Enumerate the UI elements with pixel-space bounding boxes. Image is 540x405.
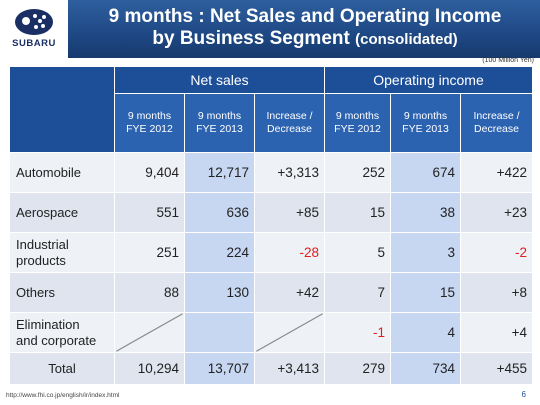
table-row: Others 88 130 +42 7 15 +8 bbox=[9, 272, 534, 313]
cell-ns-2013: 13,707 bbox=[184, 352, 255, 385]
row-label: Aerospace bbox=[9, 192, 115, 233]
table-row: Automobile 9,404 12,717 +3,313 252 674 +… bbox=[9, 152, 534, 193]
cell-oi-2013: 4 bbox=[390, 312, 462, 353]
row-label: Elimination and corporate bbox=[9, 312, 115, 353]
cell-ns-2013: 12,717 bbox=[184, 152, 255, 193]
row-label: Industrial products bbox=[9, 232, 115, 273]
row-label: Automobile bbox=[9, 152, 115, 193]
cell-oi-2012: 7 bbox=[324, 272, 392, 313]
cell-oi-change: +8 bbox=[460, 272, 534, 313]
table-row-total: Total 10,294 13,707 +3,413 279 734 +455 bbox=[9, 352, 534, 385]
page-number: 6 bbox=[521, 390, 526, 399]
corner-cell bbox=[9, 66, 115, 153]
cell-ns-2012: 10,294 bbox=[114, 352, 185, 385]
cell-oi-2012: 15 bbox=[324, 192, 392, 233]
col-ns-2013: 9 months FYE 2013 bbox=[184, 93, 255, 153]
cell-oi-2012: 279 bbox=[324, 352, 392, 385]
subaru-logo: SUBARU bbox=[0, 0, 68, 58]
logo-wordmark: SUBARU bbox=[12, 38, 56, 49]
cell-oi-change: +422 bbox=[460, 152, 534, 193]
cell-ns-2013: 130 bbox=[184, 272, 255, 313]
cell-ns-2012: 9,404 bbox=[114, 152, 185, 193]
column-header-row: 9 months FYE 2012 9 months FYE 2013 Incr… bbox=[10, 93, 534, 153]
cell-oi-change: +4 bbox=[460, 312, 534, 353]
cell-ns-2012: 88 bbox=[114, 272, 185, 313]
col-ns-change: Increase / Decrease bbox=[253, 93, 326, 153]
table-row: Aerospace 551 636 +85 15 38 +23 bbox=[9, 192, 534, 233]
cell-oi-2013: 3 bbox=[390, 232, 462, 273]
cell-oi-2013: 15 bbox=[390, 272, 462, 313]
cell-ns-change-empty bbox=[253, 312, 326, 353]
table-row: Elimination and corporate -1 4 +4 bbox=[9, 312, 534, 353]
cell-ns-change: +3,313 bbox=[253, 152, 326, 193]
col-ns-2012: 9 months FYE 2012 bbox=[114, 93, 185, 153]
cell-oi-2012: -1 bbox=[324, 312, 392, 353]
row-label: Others bbox=[9, 272, 115, 313]
cell-ns-2012-empty bbox=[114, 312, 185, 353]
cell-oi-2013: 674 bbox=[390, 152, 462, 193]
slide-title: 9 months : Net Sales and Operating Incom… bbox=[74, 6, 536, 51]
cell-ns-change: +85 bbox=[253, 192, 326, 233]
cell-ns-change: +42 bbox=[253, 272, 326, 313]
title-line-1: 9 months : Net Sales and Operating Incom… bbox=[108, 6, 502, 27]
pleiades-star-icon bbox=[15, 9, 53, 35]
diagonal-line bbox=[255, 313, 324, 352]
col-oi-2012: 9 months FYE 2012 bbox=[324, 93, 392, 153]
diagonal-line bbox=[115, 313, 184, 352]
operating-income-header: Operating income bbox=[324, 66, 534, 94]
col-oi-2013: 9 months FYE 2013 bbox=[390, 93, 462, 153]
row-label: Total bbox=[9, 352, 115, 385]
cell-oi-2012: 5 bbox=[324, 232, 392, 273]
slide-header: SUBARU 9 months : Net Sales and Operatin… bbox=[0, 0, 540, 58]
net-sales-header: Net sales bbox=[113, 66, 326, 94]
title-line-2: by Business Segment (consolidated) bbox=[74, 28, 536, 51]
group-header-row: Net sales Operating income bbox=[9, 66, 534, 153]
unit-note: (100 Million Yen) bbox=[482, 57, 534, 64]
cell-oi-change: +455 bbox=[460, 352, 534, 385]
cell-oi-2013: 734 bbox=[390, 352, 462, 385]
cell-ns-2012: 551 bbox=[114, 192, 185, 233]
cell-ns-2013: 224 bbox=[184, 232, 255, 273]
cell-ns-change: +3,413 bbox=[253, 352, 326, 385]
cell-oi-2013: 38 bbox=[390, 192, 462, 233]
cell-ns-2013-empty bbox=[184, 312, 255, 353]
segment-table: Net sales Operating income 9 months FYE … bbox=[9, 66, 534, 385]
cell-ns-change: -28 bbox=[253, 232, 326, 273]
footer-url: http://www.fhi.co.jp/english/ir/index.ht… bbox=[6, 392, 120, 399]
col-oi-change: Increase / Decrease bbox=[460, 93, 534, 153]
table-row: Industrial products 251 224 -28 5 3 -2 bbox=[9, 232, 534, 273]
title-main: by Business Segment bbox=[152, 28, 350, 49]
cell-oi-change: +23 bbox=[460, 192, 534, 233]
cell-ns-2012: 251 bbox=[114, 232, 185, 273]
cell-oi-2012: 252 bbox=[324, 152, 392, 193]
cell-ns-2013: 636 bbox=[184, 192, 255, 233]
cell-oi-change: -2 bbox=[460, 232, 534, 273]
title-sub: (consolidated) bbox=[355, 31, 458, 48]
